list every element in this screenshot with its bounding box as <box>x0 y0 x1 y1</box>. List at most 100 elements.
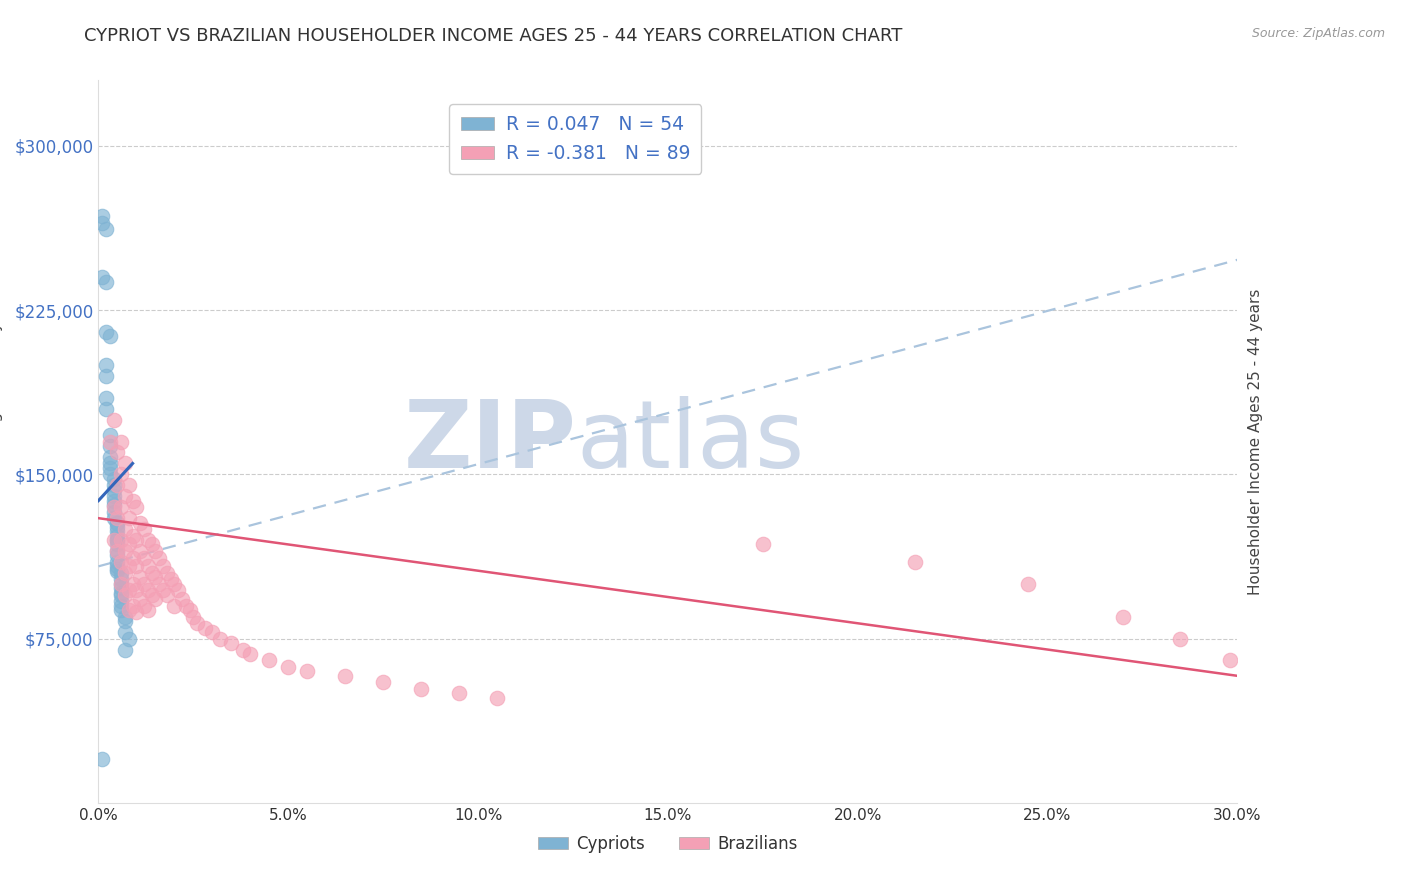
Point <box>98 439 121 453</box>
Point <box>752 537 775 551</box>
Point <box>183 609 205 624</box>
Point <box>107 516 129 530</box>
Point <box>232 642 254 657</box>
Point <box>110 566 132 580</box>
Point <box>110 573 132 587</box>
Point <box>91 270 114 285</box>
Point <box>297 665 319 679</box>
Point <box>94 391 117 405</box>
Point <box>107 544 129 558</box>
Point <box>208 632 231 646</box>
Point <box>103 511 125 525</box>
Point <box>107 524 129 539</box>
Point <box>136 533 159 547</box>
Point <box>132 550 155 565</box>
Point <box>103 478 125 492</box>
Point <box>114 566 136 580</box>
Point <box>179 603 201 617</box>
Point <box>114 489 136 503</box>
Point <box>110 577 132 591</box>
Text: Source: ZipAtlas.com: Source: ZipAtlas.com <box>1251 27 1385 40</box>
Point <box>129 516 152 530</box>
Point <box>136 603 159 617</box>
Point <box>107 511 129 525</box>
Y-axis label: Householder Income Ages 25 - 44 years: Householder Income Ages 25 - 44 years <box>0 288 3 595</box>
Point <box>94 275 117 289</box>
Point <box>107 544 129 558</box>
Point <box>107 561 129 575</box>
Point <box>118 511 141 525</box>
Point <box>118 559 141 574</box>
Point <box>98 457 121 471</box>
Point <box>136 559 159 574</box>
Point <box>107 529 129 543</box>
Point <box>114 457 136 471</box>
Text: ZIP: ZIP <box>404 395 576 488</box>
Point <box>129 544 152 558</box>
Point <box>107 559 129 574</box>
Point <box>152 583 174 598</box>
Point <box>277 660 299 674</box>
Point <box>221 636 243 650</box>
Point <box>121 599 143 613</box>
Point <box>91 209 114 223</box>
Point <box>107 555 129 569</box>
Point <box>110 577 132 591</box>
Point <box>94 401 117 416</box>
Point <box>110 581 132 595</box>
Point <box>114 614 136 628</box>
Point <box>141 537 163 551</box>
Point <box>125 605 148 619</box>
Point <box>170 592 193 607</box>
Point <box>486 690 509 705</box>
Point <box>114 609 136 624</box>
Point <box>121 550 143 565</box>
Point <box>114 522 136 536</box>
Point <box>94 358 117 372</box>
Point <box>110 588 132 602</box>
Point <box>98 450 121 464</box>
Point <box>201 625 224 640</box>
Text: CYPRIOT VS BRAZILIAN HOUSEHOLDER INCOME AGES 25 - 44 YEARS CORRELATION CHART: CYPRIOT VS BRAZILIAN HOUSEHOLDER INCOME … <box>84 27 903 45</box>
Point <box>114 544 136 558</box>
Point <box>118 632 141 646</box>
Point <box>91 752 114 766</box>
Point <box>110 555 132 569</box>
Point <box>103 493 125 508</box>
Point <box>110 594 132 608</box>
Point <box>110 585 132 599</box>
Point <box>94 325 117 339</box>
Y-axis label: Householder Income Ages 25 - 44 years: Householder Income Ages 25 - 44 years <box>1249 288 1264 595</box>
Point <box>163 577 186 591</box>
Point <box>114 642 136 657</box>
Point <box>141 588 163 602</box>
Point <box>103 412 125 426</box>
Point <box>156 588 179 602</box>
Point <box>107 564 129 578</box>
Point <box>125 559 148 574</box>
Point <box>1112 609 1135 624</box>
Point <box>103 472 125 486</box>
Point <box>118 583 141 598</box>
Point <box>132 577 155 591</box>
Point <box>145 570 167 584</box>
Point <box>163 599 186 613</box>
Point <box>110 434 132 449</box>
Point <box>132 599 155 613</box>
Point <box>103 505 125 519</box>
Text: atlas: atlas <box>576 395 806 488</box>
Point <box>110 603 132 617</box>
Point <box>107 445 129 459</box>
Point <box>103 498 125 512</box>
Point <box>145 544 167 558</box>
Point <box>186 616 208 631</box>
Point <box>1170 632 1192 646</box>
Point <box>174 599 197 613</box>
Point <box>107 533 129 547</box>
Point <box>121 529 143 543</box>
Point <box>125 533 148 547</box>
Point <box>129 592 152 607</box>
Point <box>129 570 152 584</box>
Point <box>132 522 155 536</box>
Point <box>136 583 159 598</box>
